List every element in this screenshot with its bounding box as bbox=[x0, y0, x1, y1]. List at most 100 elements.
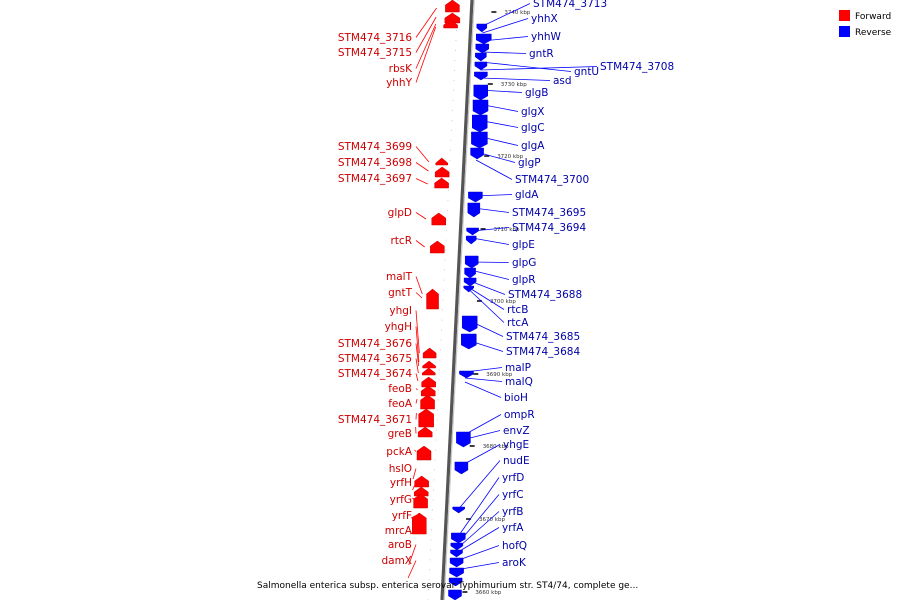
reverse-feature bbox=[467, 202, 481, 218]
forward-gene-label: STM474_3676 bbox=[338, 338, 412, 350]
reverse-leader-line bbox=[456, 511, 500, 550]
reverse-leader-line bbox=[458, 460, 501, 510]
reverse-feature bbox=[461, 315, 478, 333]
reverse-leader-line bbox=[480, 61, 572, 72]
reverse-leader-line bbox=[465, 367, 503, 373]
feature-layer bbox=[412, 0, 492, 600]
forward-feature bbox=[426, 288, 439, 310]
reverse-leader-line bbox=[460, 444, 501, 467]
forward-feature bbox=[412, 512, 427, 535]
reverse-gene-label: nudE bbox=[503, 455, 530, 467]
reverse-leader-line bbox=[480, 66, 598, 71]
reverse-leader-line bbox=[477, 119, 519, 128]
reverse-leader-line bbox=[466, 339, 504, 352]
reverse-feature bbox=[474, 71, 488, 81]
forward-leader-line bbox=[415, 326, 420, 363]
reverse-feature bbox=[472, 114, 488, 133]
reverse-gene-label: malP bbox=[505, 362, 531, 374]
forward-track-guide bbox=[427, 0, 459, 600]
forward-leader-line bbox=[415, 178, 428, 185]
forward-gene-label: rtcR bbox=[390, 235, 412, 247]
reverse-feature bbox=[473, 84, 488, 101]
forward-feature bbox=[413, 486, 429, 497]
reverse-feature bbox=[476, 23, 488, 33]
reverse-leader-line bbox=[472, 227, 510, 232]
forward-gene-label: pckA bbox=[386, 446, 413, 458]
reverse-leader-line bbox=[481, 51, 527, 54]
forward-leader-line bbox=[414, 449, 417, 452]
forward-gene-label: STM474_3671 bbox=[338, 414, 412, 426]
forward-gene-label: malT bbox=[386, 271, 413, 283]
forward-gene-label: yrfF bbox=[392, 510, 412, 522]
reverse-gene-label: glpE bbox=[512, 239, 535, 251]
reverse-gene-label: glgC bbox=[521, 122, 545, 134]
forward-leader-line bbox=[415, 373, 419, 382]
reverse-gene-label: yhgE bbox=[503, 439, 529, 451]
forward-gene-label: mrcA bbox=[385, 525, 413, 537]
reverse-leader-line bbox=[455, 545, 500, 562]
scale-tick-label: 3740 kbp bbox=[504, 10, 530, 16]
reverse-gene-label: glpR bbox=[512, 274, 536, 286]
scale-tick-label: 3690 kbp bbox=[486, 372, 512, 378]
forward-gene-label: STM474_3699 bbox=[338, 141, 412, 153]
reverse-gene-label: STM474_3685 bbox=[506, 331, 580, 343]
reverse-feature bbox=[450, 549, 463, 558]
forward-leader-line bbox=[415, 388, 418, 391]
legend-reverse-label: Reverse bbox=[855, 28, 892, 38]
forward-feature bbox=[413, 493, 428, 509]
map-caption: Salmonella enterica subsp. enterica sero… bbox=[257, 581, 638, 591]
reverse-gene-label: STM474_3688 bbox=[508, 289, 582, 301]
forward-leader-line bbox=[415, 212, 427, 220]
reverse-gene-label: yhhW bbox=[531, 31, 562, 43]
reverse-gene-label: malQ bbox=[505, 376, 533, 388]
reverse-leader-line bbox=[474, 194, 513, 197]
forward-gene-label: STM474_3697 bbox=[338, 173, 412, 185]
reverse-gene-label: STM474_3708 bbox=[600, 61, 674, 73]
reverse-gene-label: yrfA bbox=[502, 522, 524, 534]
reverse-leader-line bbox=[462, 414, 502, 437]
reverse-leader-line bbox=[456, 527, 500, 554]
forward-leader-line bbox=[415, 276, 423, 295]
forward-gene-label: yhgI bbox=[389, 305, 412, 317]
forward-leader-line bbox=[415, 23, 437, 69]
reverse-feature bbox=[450, 542, 464, 551]
scale-tick-label: 3730 kbp bbox=[501, 82, 527, 88]
forward-gene-label: glpD bbox=[388, 207, 412, 219]
forward-feature bbox=[444, 12, 461, 24]
reverse-gene-label: rtcA bbox=[507, 317, 529, 329]
reverse-leader-line bbox=[480, 77, 551, 81]
forward-leader-line bbox=[412, 468, 417, 480]
scale-tick-label: 3700 kbp bbox=[490, 299, 516, 305]
reverse-feature bbox=[449, 557, 464, 568]
forward-leader-line bbox=[415, 310, 420, 354]
reverse-gene-label: gldA bbox=[515, 189, 539, 201]
forward-gene-label: aroB bbox=[388, 539, 412, 551]
reverse-feature bbox=[474, 61, 488, 71]
genome-backbone bbox=[440, 0, 474, 600]
forward-feature bbox=[421, 376, 436, 388]
forward-gene-label: STM474_3674 bbox=[338, 368, 412, 380]
reverse-leader-line bbox=[475, 159, 513, 180]
reverse-leader-line bbox=[469, 287, 505, 310]
forward-gene-label: yhgH bbox=[385, 321, 412, 333]
reverse-leader-line bbox=[479, 89, 523, 93]
forward-feature bbox=[417, 426, 433, 438]
reverse-leader-line bbox=[467, 319, 504, 337]
forward-gene-label: rbsK bbox=[389, 63, 413, 75]
reverse-gene-label: glgA bbox=[521, 140, 545, 152]
forward-gene-label: STM474_3715 bbox=[338, 47, 412, 59]
reverse-leader-line bbox=[472, 237, 510, 245]
forward-feature bbox=[422, 347, 437, 359]
reverse-gene-label: yrfB bbox=[502, 506, 523, 518]
forward-leader-line bbox=[415, 240, 425, 248]
reverse-gene-label: glgX bbox=[521, 106, 544, 118]
forward-feature bbox=[422, 360, 436, 369]
scale-tick-label: 3710 kbp bbox=[494, 227, 520, 233]
reverse-gene-label: gntR bbox=[529, 48, 554, 60]
forward-leader-line bbox=[415, 358, 419, 374]
forward-feature bbox=[414, 475, 429, 488]
scale-tick-label: 3720 kbp bbox=[497, 154, 523, 160]
reverse-feature bbox=[468, 191, 483, 203]
reverse-feature bbox=[466, 227, 479, 236]
reverse-gene-label: glgB bbox=[525, 87, 548, 99]
